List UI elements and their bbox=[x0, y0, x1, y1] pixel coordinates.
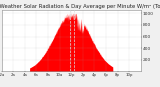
Title: Milwaukee Weather Solar Radiation & Day Average per Minute W/m² (Today): Milwaukee Weather Solar Radiation & Day … bbox=[0, 4, 160, 9]
